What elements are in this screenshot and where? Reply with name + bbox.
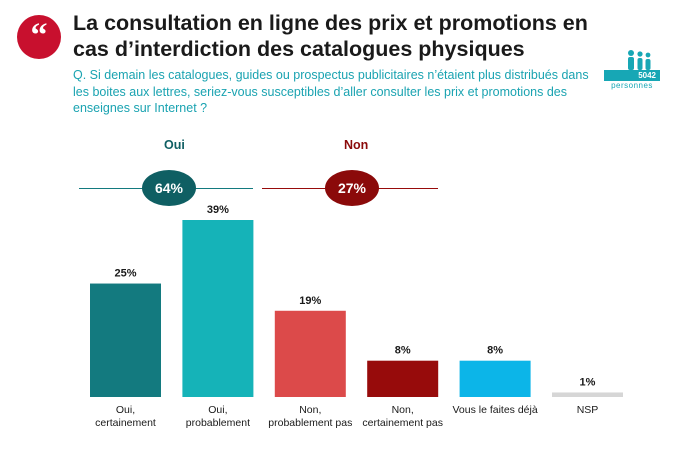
respondents-label: personnes [611,81,653,90]
category-label: Non, certainement pas [362,404,443,429]
category-label: Oui, certainement [95,404,156,429]
category-label: Vous le faites déjà [452,404,537,416]
group-total-oui: 64% [142,170,196,206]
category-label: Oui, probablement [186,404,250,429]
category-label: Non, probablement pas [268,404,352,429]
bar-3 [367,360,439,397]
group-total-non: 27% [325,170,379,206]
group-label-non: Non [344,138,369,152]
page-title: La consultation en ligne des prix et pro… [73,11,588,61]
bar-value-label: 8% [395,345,411,357]
survey-question: Q. Si demain les catalogues, guides ou p… [73,68,589,115]
respondents-count: 5042 [604,70,660,81]
bar-value-label: 19% [299,295,321,307]
bar-1 [182,220,254,397]
bar-value-label: 1% [580,376,596,388]
quote-icon: “ [17,15,61,59]
respondents-badge: 5042 personnes [604,49,660,90]
bar-2 [274,310,346,397]
bar-0 [90,283,161,397]
bar-5 [552,392,623,397]
bar-value-label: 25% [114,268,136,280]
bar-value-label: 39% [207,204,229,216]
category-label: NSP [577,404,599,416]
bar-4 [459,360,531,397]
people-icon [628,50,651,70]
bar-value-label: 8% [487,345,503,357]
quote-glyph: “ [30,17,48,54]
group-label-oui: Oui [164,138,185,152]
